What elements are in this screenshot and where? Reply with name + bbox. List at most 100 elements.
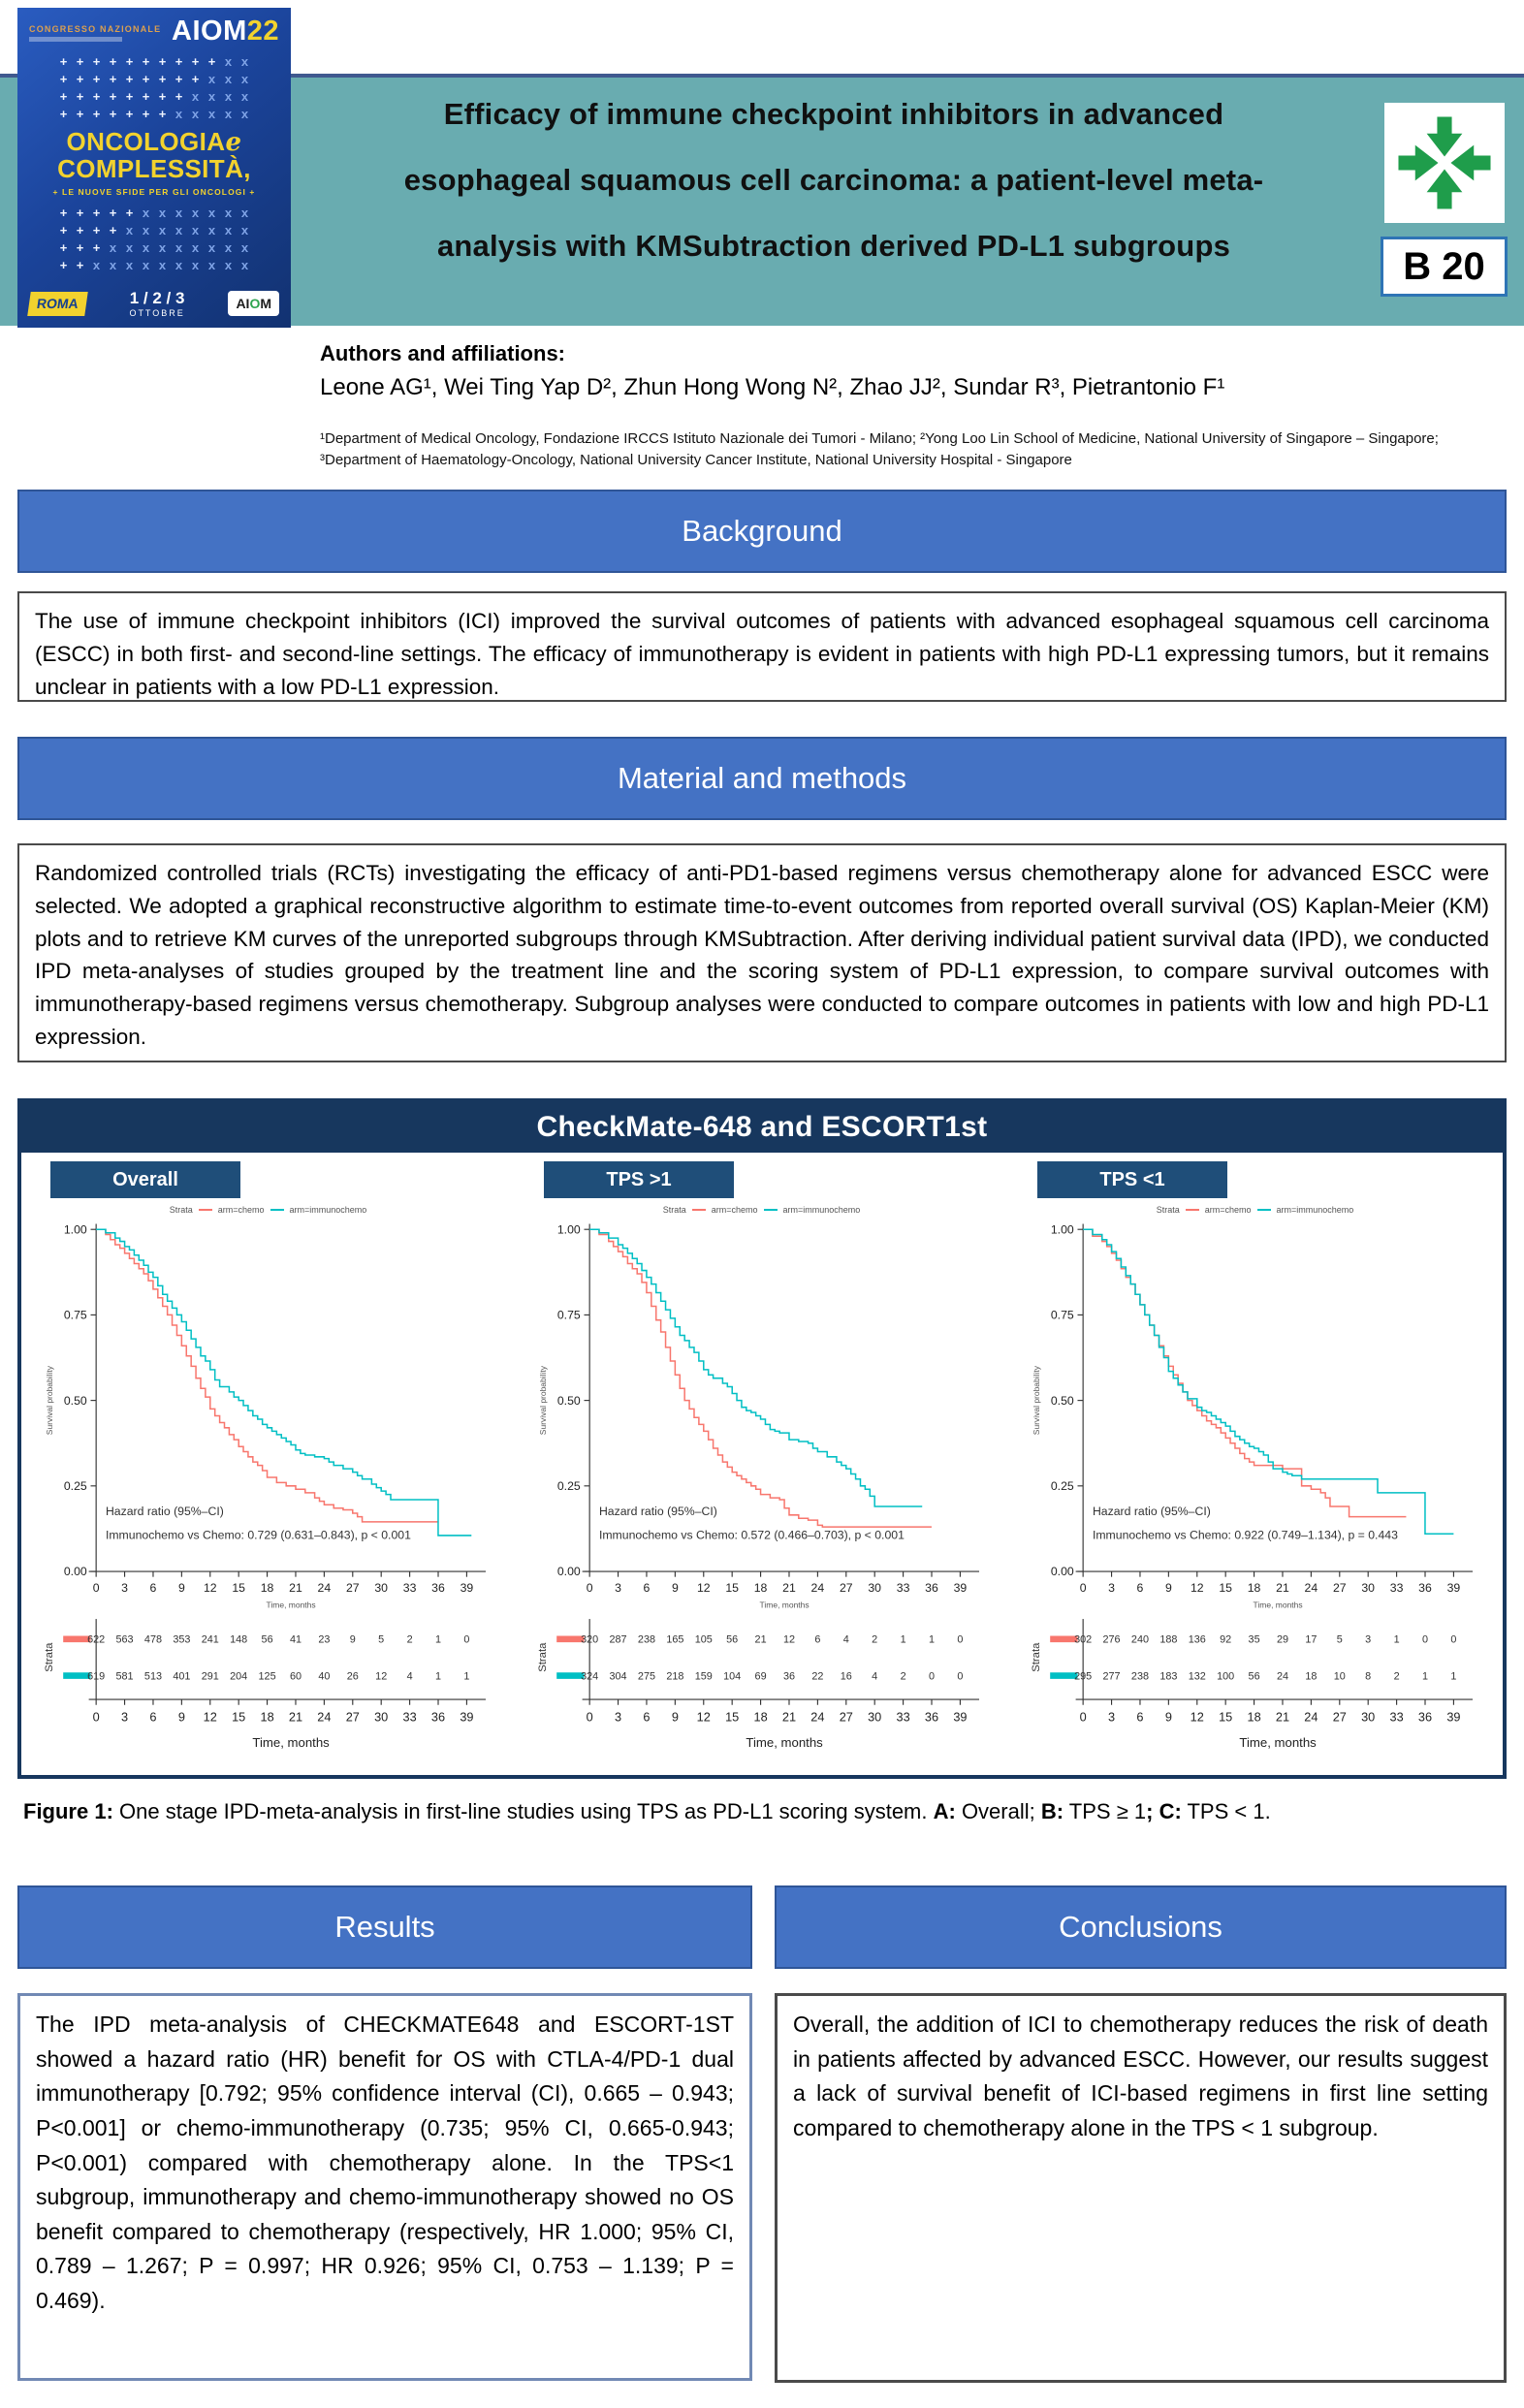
svg-text:165: 165 [666, 1634, 683, 1646]
immunochemo-line-swatch [1256, 1209, 1271, 1211]
svg-text:24: 24 [318, 1581, 332, 1595]
svg-text:132: 132 [1189, 1670, 1206, 1682]
svg-text:277: 277 [1103, 1670, 1121, 1682]
svg-text:0.50: 0.50 [64, 1394, 87, 1408]
svg-text:105: 105 [695, 1634, 713, 1646]
green-arrows-icon [1398, 116, 1491, 209]
svg-text:27: 27 [840, 1581, 853, 1595]
svg-text:Time, months: Time, months [1239, 1735, 1317, 1750]
svg-text:0: 0 [93, 1581, 100, 1595]
svg-text:1: 1 [463, 1670, 469, 1682]
svg-text:39: 39 [954, 1581, 968, 1595]
svg-text:27: 27 [1333, 1710, 1347, 1725]
svg-text:188: 188 [1159, 1634, 1177, 1646]
chemo-line-swatch [198, 1209, 212, 1211]
svg-text:0.50: 0.50 [1051, 1394, 1074, 1408]
svg-text:9: 9 [672, 1581, 679, 1595]
svg-text:0: 0 [957, 1670, 963, 1682]
svg-text:Hazard ratio (95%–CI): Hazard ratio (95%–CI) [106, 1505, 224, 1518]
legend-immunochemo-label: arm=immunochemo [782, 1205, 861, 1215]
svg-text:0.75: 0.75 [1051, 1309, 1074, 1322]
svg-text:Hazard ratio (95%–CI): Hazard ratio (95%–CI) [1093, 1505, 1211, 1518]
svg-text:401: 401 [173, 1670, 190, 1682]
aiom-logo: AIOM [228, 291, 279, 316]
figure-body: Overall Strata arm=chemo arm=immunochemo… [21, 1153, 1503, 1765]
svg-text:148: 148 [230, 1634, 247, 1646]
poster-code-badge: B 20 [1381, 237, 1508, 297]
svg-text:18: 18 [261, 1710, 274, 1725]
congress-name: AIOM22 [172, 16, 279, 47]
svg-text:Survival probability: Survival probability [538, 1365, 548, 1435]
conclusions-text: Overall, the addition of ICI to chemothe… [775, 1993, 1507, 2383]
svg-text:27: 27 [346, 1581, 360, 1595]
svg-text:9: 9 [350, 1634, 356, 1646]
svg-text:Time, months: Time, months [267, 1600, 316, 1610]
svg-text:1: 1 [1450, 1670, 1456, 1682]
svg-text:0: 0 [1080, 1710, 1087, 1725]
svg-text:581: 581 [116, 1670, 134, 1682]
legend: Strata arm=chemo arm=immunochemo [1008, 1205, 1502, 1215]
svg-text:27: 27 [1333, 1581, 1347, 1595]
svg-text:9: 9 [1165, 1710, 1172, 1725]
svg-text:240: 240 [1131, 1634, 1149, 1646]
immunochemo-line-swatch [270, 1209, 284, 1211]
svg-text:104: 104 [723, 1670, 741, 1682]
svg-text:2: 2 [872, 1634, 877, 1646]
svg-text:3: 3 [121, 1581, 128, 1595]
svg-text:0.75: 0.75 [557, 1309, 581, 1322]
banner-bottom: ROMA 1 / 2 / 3 OTTOBRE AIOM [17, 289, 291, 318]
panel-label-overall: Overall [50, 1161, 240, 1198]
legend-chemo-label: arm=chemo [217, 1205, 265, 1215]
svg-text:6: 6 [150, 1581, 157, 1595]
svg-text:12: 12 [204, 1710, 217, 1725]
svg-text:92: 92 [1220, 1634, 1231, 1646]
svg-text:39: 39 [953, 1710, 967, 1725]
svg-text:1.00: 1.00 [64, 1222, 87, 1236]
svg-text:41: 41 [290, 1634, 302, 1646]
svg-text:0.25: 0.25 [1051, 1479, 1074, 1493]
svg-text:Strata: Strata [1031, 1642, 1042, 1672]
svg-text:27: 27 [346, 1710, 360, 1725]
chemo-line-swatch [691, 1209, 706, 1211]
svg-text:21: 21 [1276, 1581, 1289, 1595]
svg-text:275: 275 [638, 1670, 655, 1682]
svg-text:24: 24 [1304, 1710, 1318, 1725]
plus-x-pattern-top: + + + + + + + + + + x x + + + + + + + + + x x x + + + + + + + + x x x x + + + +… [59, 54, 249, 121]
svg-text:Immunochemo vs Chemo: 0.572 (0: Immunochemo vs Chemo: 0.572 (0.466–0.703… [599, 1528, 905, 1541]
svg-text:24: 24 [1305, 1581, 1318, 1595]
svg-text:15: 15 [232, 1710, 245, 1725]
svg-text:56: 56 [726, 1634, 738, 1646]
svg-text:1: 1 [901, 1634, 906, 1646]
svg-text:21: 21 [782, 1581, 796, 1595]
svg-text:4: 4 [872, 1670, 877, 1682]
congress-banner: CONGRESSO NAZIONALE AIOM22 + + + + + + + + + + x x +… [17, 8, 291, 328]
svg-text:304: 304 [610, 1670, 627, 1682]
congress-dates: 1 / 2 / 3 OTTOBRE [129, 289, 185, 318]
congress-label: CONGRESSO NAZIONALE [29, 24, 162, 34]
svg-text:1: 1 [929, 1634, 935, 1646]
svg-text:100: 100 [1217, 1670, 1234, 1682]
svg-text:Immunochemo vs Chemo: 0.729 (0: Immunochemo vs Chemo: 0.729 (0.631–0.843… [106, 1528, 411, 1541]
legend-immunochemo-label: arm=immunochemo [1276, 1205, 1354, 1215]
svg-text:Immunochemo vs Chemo: 0.922 (0: Immunochemo vs Chemo: 0.922 (0.749–1.134… [1093, 1528, 1398, 1541]
svg-text:21: 21 [289, 1710, 302, 1725]
svg-text:12: 12 [1191, 1710, 1204, 1725]
svg-text:0.00: 0.00 [1051, 1565, 1074, 1578]
svg-text:30: 30 [1361, 1710, 1375, 1725]
svg-text:0: 0 [1422, 1634, 1428, 1646]
svg-text:18: 18 [261, 1581, 274, 1595]
svg-text:6: 6 [643, 1710, 650, 1725]
svg-text:3: 3 [615, 1710, 621, 1725]
svg-text:6: 6 [1136, 1710, 1143, 1725]
svg-text:8: 8 [1365, 1670, 1371, 1682]
congress-theme: ONCOLOGIAe COMPLESSITÀ, [57, 127, 251, 184]
svg-text:21: 21 [1276, 1710, 1289, 1725]
legend: Strata arm=chemo arm=immunochemo [21, 1205, 515, 1215]
svg-text:15: 15 [1219, 1581, 1232, 1595]
svg-text:40: 40 [318, 1670, 330, 1682]
svg-text:9: 9 [672, 1710, 679, 1725]
svg-text:513: 513 [144, 1670, 162, 1682]
svg-text:1: 1 [435, 1634, 441, 1646]
legend-strata-label: Strata [1156, 1205, 1180, 1215]
